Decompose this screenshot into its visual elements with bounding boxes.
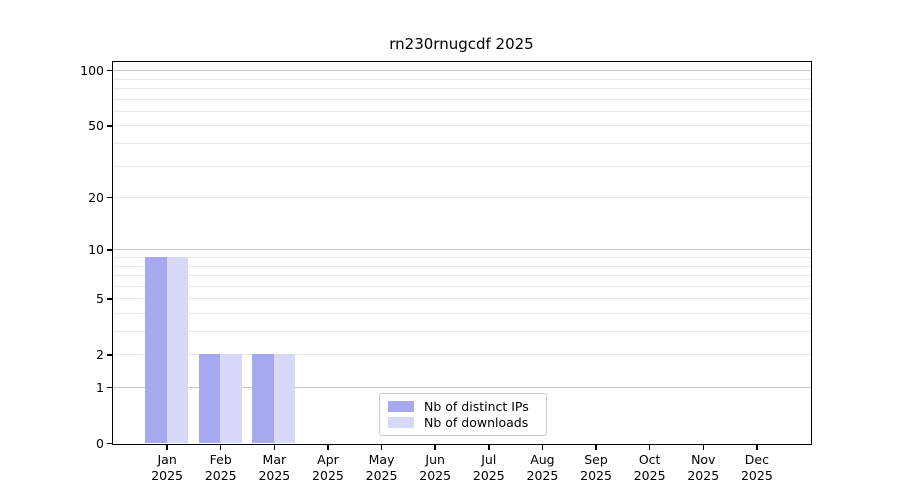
gridline-major	[113, 70, 811, 72]
legend-swatch	[388, 417, 414, 428]
gridline-minor	[113, 197, 811, 199]
legend-swatch	[388, 401, 414, 412]
y-tick-label: 50	[88, 117, 104, 133]
bar	[166, 257, 189, 443]
x-tick-month: Dec	[744, 452, 769, 467]
bar	[252, 354, 274, 443]
x-tick-month: Oct	[638, 452, 661, 467]
gridline-minor	[113, 98, 811, 100]
x-tick-label: Sep 2025	[564, 452, 628, 483]
x-tick-month: Apr	[317, 452, 339, 467]
x-tick-year: 2025	[365, 467, 398, 483]
legend: Nb of distinct IPs Nb of downloads	[379, 393, 547, 436]
x-tick-month: Jan	[157, 452, 177, 467]
x-axis-tick	[166, 444, 168, 450]
y-tick-label: 5	[96, 290, 104, 306]
x-tick-label: Dec 2025	[725, 452, 789, 483]
gridline-minor	[113, 125, 811, 127]
x-tick-month: Mar	[262, 452, 287, 467]
x-tick-year: 2025	[472, 467, 505, 483]
x-axis-tick	[488, 444, 490, 450]
x-tick-label: Mar 2025	[242, 452, 306, 483]
x-axis-tick	[648, 444, 651, 450]
y-axis-tick	[107, 442, 113, 445]
x-tick-year: 2025	[151, 467, 184, 483]
x-tick-label: Apr 2025	[296, 452, 360, 483]
y-axis-tick	[107, 354, 113, 356]
x-tick-label: Aug 2025	[510, 452, 574, 483]
y-tick-label: 20	[88, 189, 104, 205]
bar	[220, 354, 242, 443]
x-tick-label: Jan 2025	[135, 452, 199, 483]
x-tick-month: Feb	[209, 452, 232, 467]
x-axis-tick	[756, 444, 758, 450]
gridline-minor	[113, 143, 811, 145]
bar	[273, 354, 296, 443]
x-tick-month: Jun	[425, 452, 445, 467]
x-axis-tick	[273, 444, 276, 450]
x-tick-month: Nov	[691, 452, 716, 467]
x-axis-tick	[541, 444, 544, 450]
x-tick-year: 2025	[419, 467, 452, 483]
y-axis-tick	[107, 125, 113, 127]
x-axis-tick	[219, 444, 222, 450]
x-tick-year: 2025	[312, 467, 344, 483]
gridline-minor	[113, 331, 811, 333]
x-tick-month: May	[368, 452, 395, 467]
plot-area	[112, 61, 812, 445]
x-tick-year: 2025	[740, 467, 773, 483]
y-axis-tick	[107, 386, 113, 389]
y-axis-tick	[107, 298, 113, 300]
x-tick-label: Nov 2025	[671, 452, 735, 483]
gridline-minor	[113, 275, 811, 277]
x-tick-label: May 2025	[350, 452, 414, 483]
bar	[198, 354, 221, 443]
y-axis-tick	[107, 196, 113, 199]
gridline-minor	[113, 88, 811, 90]
x-axis-tick	[595, 444, 597, 450]
x-tick-year: 2025	[633, 467, 666, 483]
gridline-minor	[113, 78, 811, 80]
x-tick-year: 2025	[526, 467, 559, 483]
x-tick-year: 2025	[687, 467, 720, 483]
x-tick-month: Sep	[584, 452, 608, 467]
y-axis-tick	[107, 69, 113, 72]
x-tick-label: Jun 2025	[403, 452, 467, 483]
y-tick-label: 0	[96, 435, 104, 451]
gridline-minor	[113, 298, 811, 300]
gridline-minor	[113, 354, 811, 356]
gridline-minor	[113, 110, 811, 112]
legend-label: Nb of distinct IPs	[424, 399, 529, 414]
gridline-minor	[113, 285, 811, 287]
x-tick-year: 2025	[204, 467, 237, 483]
legend-label: Nb of downloads	[424, 415, 529, 430]
y-axis-tick	[107, 249, 113, 251]
legend-item: Nb of distinct IPs	[388, 399, 538, 414]
bar	[145, 257, 167, 443]
chart-title: rn230rnugcdf 2025	[389, 35, 534, 53]
x-axis-tick	[434, 444, 436, 450]
gridline-minor	[113, 165, 811, 167]
x-tick-year: 2025	[580, 467, 612, 483]
x-tick-label: Feb 2025	[189, 452, 253, 483]
x-tick-year: 2025	[258, 467, 291, 483]
gridline-major	[113, 387, 811, 388]
x-tick-month: Aug	[530, 452, 555, 467]
y-tick-label: 1	[96, 379, 104, 395]
legend-item: Nb of downloads	[388, 415, 538, 430]
x-tick-month: Jul	[481, 452, 497, 467]
gridline-major	[113, 249, 811, 251]
x-tick-label: Oct 2025	[618, 452, 682, 483]
x-axis-tick	[327, 444, 329, 450]
y-tick-label: 10	[88, 241, 104, 257]
x-axis-tick	[702, 444, 705, 450]
y-tick-label: 100	[80, 62, 104, 78]
gridline-minor	[113, 257, 811, 258]
x-axis-tick	[380, 444, 383, 450]
x-tick-label: Jul 2025	[457, 452, 521, 483]
gridline-minor	[113, 312, 811, 314]
y-tick-label: 2	[96, 346, 104, 362]
gridline-minor	[113, 265, 811, 267]
